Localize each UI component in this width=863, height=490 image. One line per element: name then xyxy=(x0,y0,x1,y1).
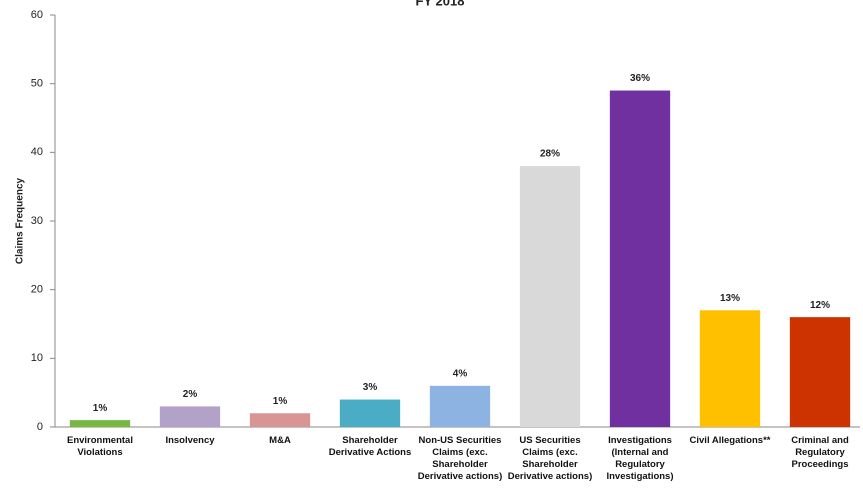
x-tick-label: Shareholder Derivative Actions xyxy=(328,435,412,458)
y-tick-label: 0 xyxy=(37,421,43,433)
chart-title: FY 2018 xyxy=(416,0,465,8)
bar-annotation: 1% xyxy=(93,403,108,414)
bar-annotation: 36% xyxy=(630,73,650,84)
x-tick-label: Civil Allegations** xyxy=(689,435,771,446)
x-tick-label: US Securities Claims (exc. Shareholder D… xyxy=(507,435,593,482)
bar-annotation: 2% xyxy=(183,389,198,400)
y-tick-label: 30 xyxy=(31,215,43,227)
y-axis-label: Claims Frequency xyxy=(15,177,26,264)
bar-annotation: 28% xyxy=(540,149,560,160)
bar xyxy=(339,399,401,427)
x-tick-label: M&A xyxy=(269,435,291,446)
bar xyxy=(249,413,311,427)
bar xyxy=(69,420,131,427)
bar-annotation: 1% xyxy=(273,396,288,407)
bar-annotation: 13% xyxy=(720,293,740,304)
bar xyxy=(159,406,221,427)
bar xyxy=(429,385,491,427)
bar xyxy=(789,317,851,427)
bar-annotation: 3% xyxy=(363,382,378,393)
y-tick-label: 50 xyxy=(31,78,43,90)
y-tick-label: 40 xyxy=(31,146,43,158)
bar xyxy=(699,310,761,427)
y-tick-label: 60 xyxy=(31,9,43,21)
y-tick-label: 20 xyxy=(31,284,43,296)
x-tick-label: Insolvency xyxy=(165,435,215,446)
x-tick-label: Investigations (Internal and Regulatory … xyxy=(606,435,674,482)
x-tick-label: Non-US Securities Claims (exc. Sharehold… xyxy=(417,435,503,482)
x-tick-label: Criminal and Regulatory Proceedings xyxy=(791,435,849,470)
bar xyxy=(519,166,581,428)
bar-annotation: 4% xyxy=(453,368,468,379)
bar xyxy=(609,90,671,428)
x-tick-label: Environmental Violations xyxy=(67,435,133,458)
y-tick-label: 10 xyxy=(31,352,43,364)
bar-annotation: 12% xyxy=(810,300,830,311)
